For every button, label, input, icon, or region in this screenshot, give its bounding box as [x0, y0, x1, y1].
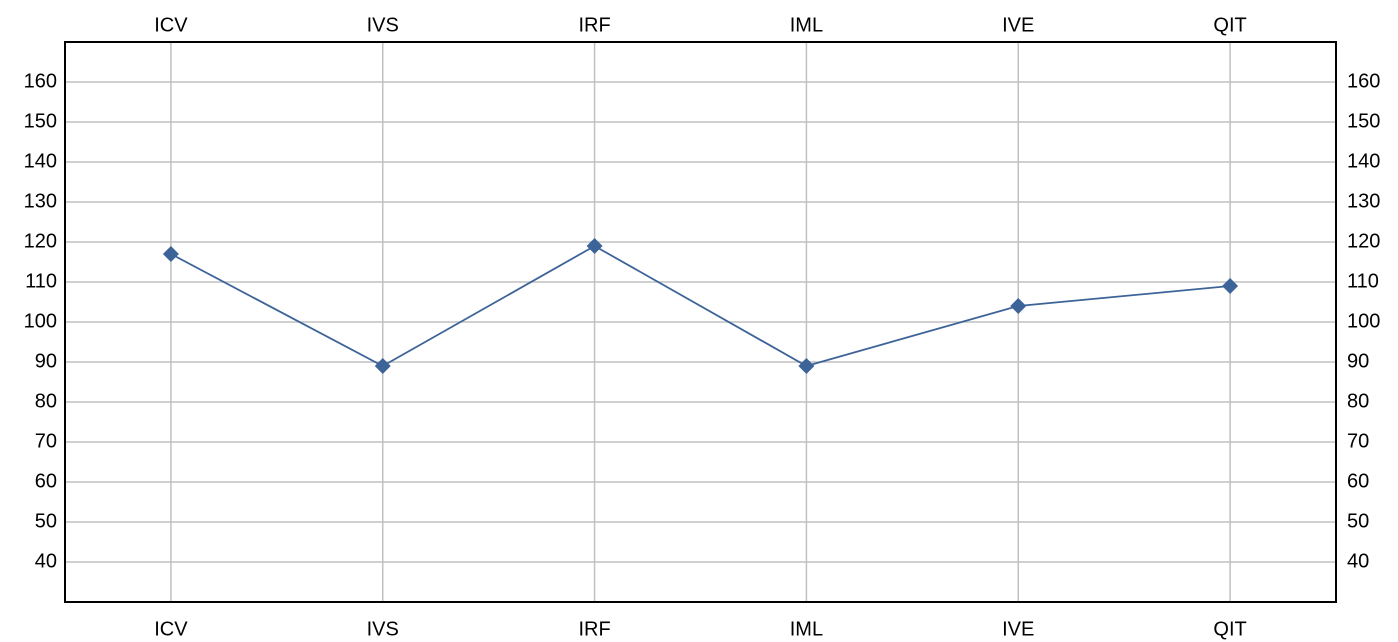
marker — [162, 246, 179, 262]
grid — [65, 42, 1336, 602]
y-tick-label: 150 — [24, 110, 57, 132]
y2-tick-label: 150 — [1347, 110, 1380, 132]
series-line — [170, 244, 1231, 368]
x2-tick-label: QIT — [1213, 14, 1246, 36]
x2-tick-label: IML — [790, 14, 823, 36]
y-tick-label: 70 — [35, 430, 57, 452]
y2-tick-label: 40 — [1347, 550, 1369, 572]
y-tick-label: 80 — [35, 390, 57, 412]
y-tick-label: 40 — [35, 550, 57, 572]
y-tick-label: 100 — [24, 310, 57, 332]
x-tick-label: IRF — [578, 618, 610, 640]
y2-tick-label: 160 — [1347, 70, 1380, 92]
y2-tick-label: 140 — [1347, 150, 1380, 172]
y2-tick-label: 110 — [1347, 270, 1379, 292]
y-tick-label: 60 — [35, 470, 57, 492]
y2-tick-label: 60 — [1347, 470, 1369, 492]
x2-tick-label: ICV — [154, 14, 188, 36]
y-tick-label: 140 — [24, 150, 57, 172]
y2-tick-label: 80 — [1347, 390, 1369, 412]
x-tick-label: ICV — [154, 618, 188, 640]
y2-tick-label: 100 — [1347, 310, 1380, 332]
y-tick-label: 130 — [24, 190, 57, 212]
x2-tick-label: IVS — [367, 14, 399, 36]
x-tick-label: QIT — [1213, 618, 1246, 640]
marker — [1222, 278, 1239, 294]
y2-tick-label: 50 — [1347, 510, 1369, 532]
y2-tick-label: 120 — [1347, 230, 1380, 252]
x-tick-label: IVS — [367, 618, 399, 640]
y-tick-label: 50 — [35, 510, 57, 532]
x-tick-label: IVE — [1002, 618, 1034, 640]
x2-tick-label: IRF — [578, 14, 610, 36]
y-tick-label: 120 — [24, 230, 57, 252]
x2-tick-label: IVE — [1002, 14, 1034, 36]
y2-tick-label: 130 — [1347, 190, 1380, 212]
plot-frame — [64, 41, 1337, 603]
marker — [586, 238, 603, 254]
y2-tick-label: 90 — [1347, 350, 1369, 372]
y-tick-label: 160 — [24, 70, 57, 92]
x-tick-label: IML — [790, 618, 823, 640]
marker — [1010, 298, 1027, 314]
y-tick-label: 90 — [35, 350, 57, 372]
marker — [374, 358, 391, 374]
y2-tick-label: 70 — [1347, 430, 1369, 452]
y-tick-label: 110 — [25, 270, 57, 292]
marker — [798, 358, 815, 374]
